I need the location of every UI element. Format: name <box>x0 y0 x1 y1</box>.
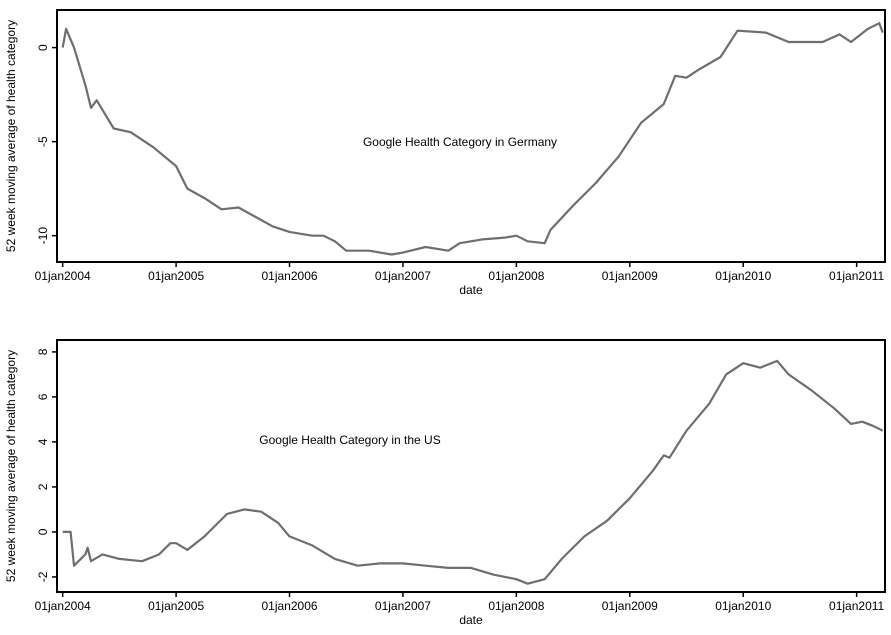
x-tick-label: 01jan2011 <box>829 269 884 283</box>
x-tick-label: 01jan2006 <box>261 269 317 283</box>
y-tick-label: 6 <box>36 393 50 400</box>
y-tick-label: 8 <box>36 348 50 355</box>
plot-frame <box>56 9 886 263</box>
x-tick-label: 01jan2008 <box>488 269 544 283</box>
y-tick-label: -5 <box>36 136 50 147</box>
y-tick-label: 4 <box>36 438 50 445</box>
x-tick-label: 01jan2007 <box>375 269 431 283</box>
x-tick-label: 01jan2009 <box>602 269 658 283</box>
x-tick-label: 01jan2005 <box>148 269 204 283</box>
y-axis-title: 52 week moving average of health categor… <box>4 350 18 582</box>
y-tick-label: 0 <box>36 528 50 535</box>
x-tick-label: 01jan2005 <box>148 599 204 613</box>
annotation: Google Health Category in Germany <box>363 135 557 149</box>
y-tick-label: -2 <box>36 571 50 582</box>
x-tick-label: 01jan2009 <box>602 599 658 613</box>
y-axis-title: 52 week moving average of health categor… <box>4 20 18 252</box>
x-tick-label: 01jan2010 <box>715 599 771 613</box>
x-tick-label: 01jan2007 <box>375 599 431 613</box>
annotation: Google Health Category in the US <box>259 433 440 447</box>
y-tick-label: 0 <box>36 44 50 51</box>
x-tick-label: 01jan2010 <box>715 269 771 283</box>
y-tick-label: 2 <box>36 483 50 490</box>
x-tick-label: 01jan2004 <box>35 599 91 613</box>
x-tick-label: 01jan2006 <box>261 599 317 613</box>
x-tick-label: 01jan2004 <box>35 269 91 283</box>
y-tick-label: -10 <box>36 227 50 245</box>
x-axis-title: date <box>459 283 483 297</box>
series-line <box>62 359 884 585</box>
x-axis-title: date <box>459 613 483 627</box>
series-line <box>61 22 884 256</box>
x-tick-label: 01jan2011 <box>829 599 884 613</box>
x-tick-label: 01jan2008 <box>488 599 544 613</box>
plot-frame <box>56 339 886 593</box>
